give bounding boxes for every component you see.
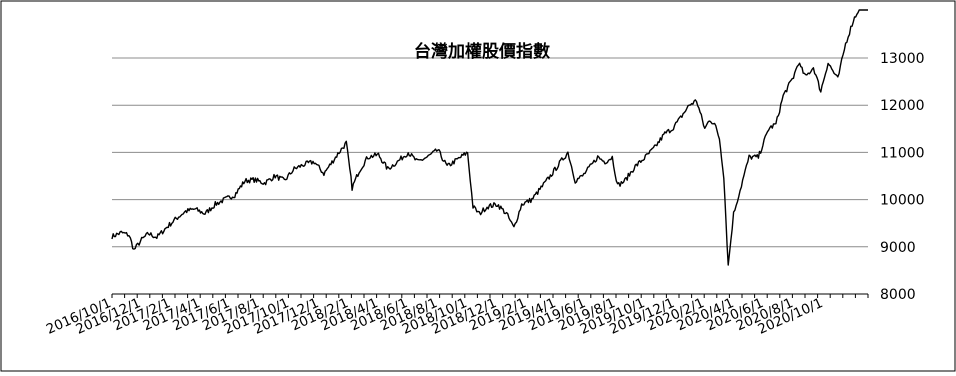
axes — [111, 293, 869, 298]
y-tick-label: 10000 — [880, 193, 925, 209]
series-layer — [111, 9, 868, 266]
y-tick-label: 13000 — [880, 51, 925, 67]
y-tick-label: 9000 — [880, 240, 916, 256]
y-tick-label: 12000 — [880, 98, 925, 114]
series-line — [111, 9, 868, 266]
y-tick-label: 8000 — [880, 287, 916, 303]
y-tick-label: 11000 — [880, 145, 925, 161]
y-tick-labels: 8000 9000 10000 11000 12000 13000 — [880, 51, 925, 303]
chart-title: 台灣加權股價指數 — [414, 41, 550, 62]
